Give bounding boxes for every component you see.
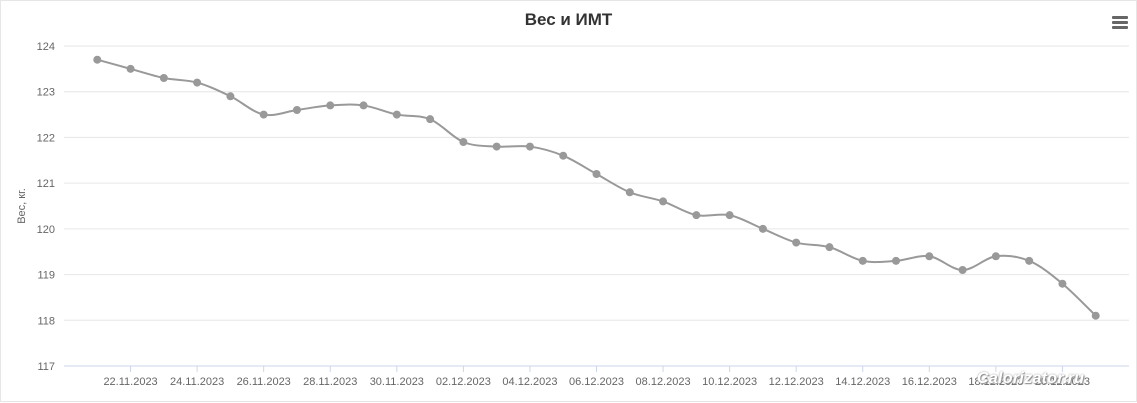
data-point[interactable] <box>226 92 235 101</box>
hamburger-menu-icon[interactable] <box>1112 16 1128 30</box>
y-tick-label: 124 <box>37 41 55 53</box>
data-point[interactable] <box>359 101 368 110</box>
x-tick-label: 16.12.2023 <box>902 376 957 388</box>
data-point[interactable] <box>925 252 934 261</box>
x-tick-label: 26.11.2023 <box>237 376 291 388</box>
y-axis-title: Вес, кг. <box>16 188 28 224</box>
x-tick-label: 24.11.2023 <box>170 376 224 388</box>
data-point[interactable] <box>492 142 501 151</box>
data-point[interactable] <box>825 243 834 252</box>
x-tick-label: 30.11.2023 <box>370 376 424 388</box>
x-tick-label: 06.12.2023 <box>569 376 624 388</box>
y-tick-label: 123 <box>37 87 55 99</box>
data-point[interactable] <box>292 106 301 114</box>
data-point[interactable] <box>93 55 102 64</box>
x-tick-label: 22.11.2023 <box>103 376 157 388</box>
data-point[interactable] <box>792 238 801 247</box>
data-point[interactable] <box>858 256 867 265</box>
data-point[interactable] <box>193 78 202 87</box>
data-point[interactable] <box>1025 256 1034 265</box>
x-tick-label: 14.12.2023 <box>835 376 890 388</box>
data-point[interactable] <box>592 170 601 178</box>
data-point[interactable] <box>326 101 335 110</box>
data-point[interactable] <box>392 110 401 119</box>
y-tick-label: 121 <box>37 178 55 190</box>
x-tick-label: 04.12.2023 <box>502 376 557 388</box>
data-point[interactable] <box>991 252 1000 261</box>
x-tick-label: 20.12.2023 <box>1035 376 1090 388</box>
x-tick-label: 12.12.2023 <box>769 376 824 388</box>
data-point[interactable] <box>625 188 634 197</box>
series-line <box>97 58 1097 317</box>
data-point[interactable] <box>725 211 734 220</box>
y-tick-label: 118 <box>37 315 55 327</box>
data-point[interactable] <box>758 224 767 233</box>
y-tick-label: 119 <box>37 270 55 282</box>
data-point[interactable] <box>892 256 901 265</box>
data-point[interactable] <box>459 138 468 146</box>
x-tick-label: 28.11.2023 <box>303 376 357 388</box>
data-point[interactable] <box>426 115 435 124</box>
data-point[interactable] <box>559 151 568 160</box>
chart-title: Вес и ИМТ <box>524 10 613 29</box>
x-tick-label: 10.12.2023 <box>702 376 757 388</box>
data-point[interactable] <box>525 142 534 151</box>
data-point[interactable] <box>1091 311 1100 320</box>
y-tick-label: 117 <box>37 361 55 373</box>
data-point[interactable] <box>1058 279 1067 288</box>
x-tick-label: 08.12.2023 <box>636 376 691 388</box>
data-point[interactable] <box>259 110 268 119</box>
data-point[interactable] <box>692 211 701 220</box>
x-tick-label: 18.12.2023 <box>968 376 1023 388</box>
data-point[interactable] <box>958 266 967 274</box>
x-tick-label: 02.12.2023 <box>436 376 491 388</box>
data-point[interactable] <box>126 64 135 73</box>
watermark: Calorizator.ru <box>977 370 1085 387</box>
data-point[interactable] <box>159 74 168 82</box>
y-tick-label: 120 <box>37 224 55 236</box>
data-point[interactable] <box>659 197 668 206</box>
y-tick-label: 122 <box>37 132 55 144</box>
